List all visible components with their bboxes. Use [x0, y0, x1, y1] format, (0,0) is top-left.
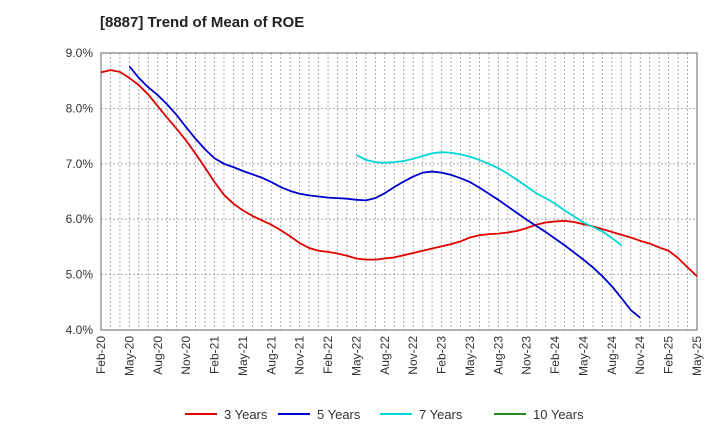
x-tick-label: May-22 [349, 336, 363, 376]
x-tick-label: May-24 [576, 336, 590, 376]
axes: 4.0% 5.0% 6.0% 7.0% 8.0% 9.0% Feb-20 May-20 Aug-… [66, 46, 704, 376]
legend-label: 7 Years [419, 407, 463, 422]
x-tick-label: Nov-21 [293, 336, 307, 375]
x-tick-label: Nov-24 [633, 336, 647, 375]
plot-area [101, 53, 697, 330]
legend-item: 10 Years [494, 407, 584, 422]
y-tick-label: 6.0% [66, 212, 94, 226]
x-tick-label: May-23 [463, 336, 477, 376]
x-tick-label: Feb-20 [94, 336, 108, 374]
x-tick-label: May-25 [690, 336, 704, 376]
y-tick-label: 7.0% [66, 157, 94, 171]
x-tick-label: Nov-22 [406, 336, 420, 375]
x-tick-label: Nov-20 [179, 336, 193, 375]
y-tick-label: 4.0% [66, 323, 94, 337]
x-tick-label: May-20 [122, 336, 136, 376]
x-tick-label: Feb-23 [435, 336, 449, 374]
x-tick-label: Feb-24 [548, 336, 562, 374]
legend-item: 7 Years [380, 407, 463, 422]
legend: 3 Years 5 Years 7 Years 10 Years [185, 407, 584, 422]
x-tick-label: Feb-22 [321, 336, 335, 374]
grid [101, 53, 697, 330]
plot-border [100, 52, 698, 331]
x-tick-label: Aug-20 [151, 336, 165, 375]
series-line-7-years [356, 151, 622, 246]
legend-label: 10 Years [533, 407, 584, 422]
series-line-5-years [128, 65, 641, 319]
x-tick-label: Feb-25 [662, 336, 676, 374]
x-tick-label: Aug-23 [491, 336, 505, 375]
x-tick-label: May-21 [236, 336, 250, 376]
chart-title: [8887] Trend of Mean of ROE [100, 14, 305, 31]
x-tick-label: Aug-22 [378, 336, 392, 375]
x-tick-label: Nov-23 [520, 336, 534, 375]
series-lines [100, 65, 698, 319]
y-tick-label: 8.0% [66, 101, 94, 115]
y-tick-label: 5.0% [66, 268, 94, 282]
legend-item: 3 Years [185, 407, 268, 422]
x-tick-label: Aug-24 [605, 336, 619, 375]
legend-label: 3 Years [224, 407, 268, 422]
legend-item: 5 Years [278, 407, 361, 422]
series-line-3-years [100, 69, 698, 277]
legend-label: 5 Years [317, 407, 361, 422]
x-tick-label: Aug-21 [264, 336, 278, 375]
x-tick-label: Feb-21 [208, 336, 222, 374]
y-tick-label: 9.0% [66, 46, 94, 60]
